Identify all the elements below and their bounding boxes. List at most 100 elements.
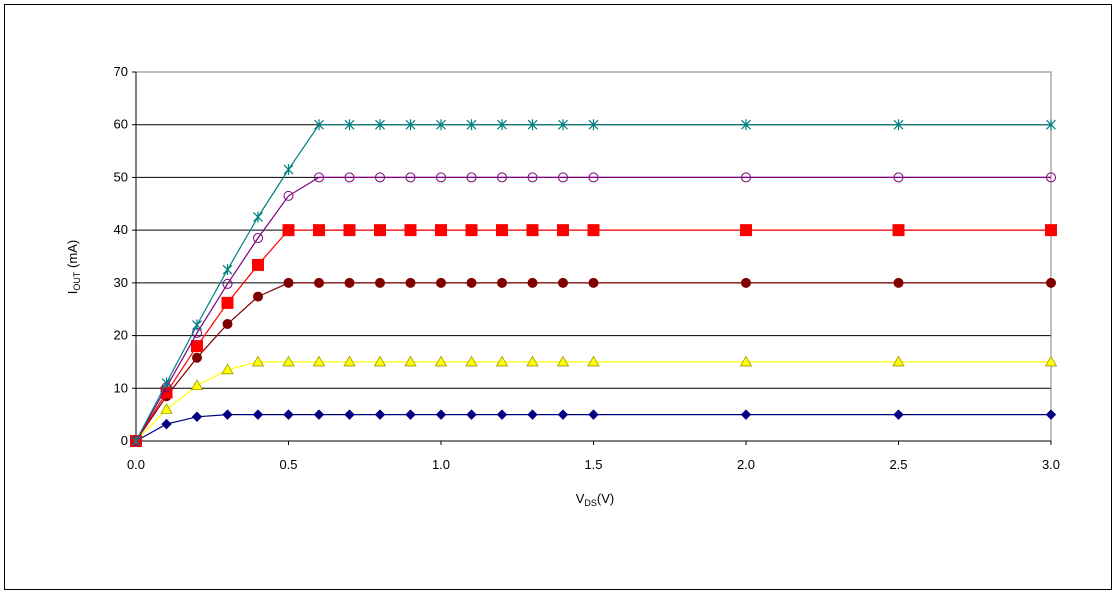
point-triangle-9 [404,355,417,367]
point-asterisk-7 [344,119,355,131]
point-open-circle-13 [527,172,538,183]
point-open-circle-7 [344,172,355,183]
point-diamond-18 [1045,409,1057,420]
point-triangle-12 [495,355,509,367]
point-asterisk-6 [314,119,324,131]
point-triangle-13 [526,355,539,367]
point-circle-8 [375,277,385,288]
y-tick-label-50: 50 [114,169,128,184]
point-circle-11 [466,277,477,288]
point-asterisk-15 [588,119,599,131]
point-circle-2 [192,352,202,363]
point-triangle-2 [190,379,204,391]
point-asterisk-16 [741,119,751,131]
point-diamond-11 [466,409,477,420]
point-square-9 [404,224,417,237]
point-triangle-7 [343,355,356,367]
point-square-10 [435,224,447,237]
point-diamond-2 [191,411,203,422]
point-square-7 [343,224,356,237]
y-tick-labels: 0 10 20 30 40 50 60 70 [114,64,128,448]
point-open-circle-14 [558,172,568,183]
point-diamond-1 [161,418,172,430]
x-tick-label-2.0: 2.0 [737,457,755,472]
x-axis-title-main: V [576,491,585,506]
point-open-circle-9 [405,172,416,183]
point-asterisk-17 [893,119,904,131]
series-diamond [130,409,1057,447]
point-square-12 [496,224,508,237]
point-diamond-16 [740,409,752,420]
point-asterisk-9 [405,119,416,131]
point-asterisk-4 [253,211,263,223]
point-square-17 [892,224,905,237]
point-circle-7 [344,277,355,288]
point-triangle-18 [1044,355,1058,367]
y-tick-label-40: 40 [114,222,128,237]
point-asterisk-18 [1046,119,1056,131]
y-axis-title-main: I [65,291,80,295]
point-triangle-5 [282,355,295,367]
point-circle-6 [314,277,324,288]
point-square-15 [587,224,600,237]
x-tick-label-3.0: 3.0 [1042,457,1060,472]
point-triangle-8 [373,355,387,367]
point-asterisk-10 [436,119,446,131]
x-axis-title-sub: DS [584,498,597,508]
point-asterisk-8 [375,119,385,131]
series-asterisk [131,119,1056,447]
point-diamond-9 [405,409,416,420]
y-tick-label-60: 60 [114,117,128,132]
point-asterisk-13 [527,119,538,131]
point-circle-10 [436,277,446,288]
series-line-triangle [135,361,1051,442]
y-tick-label-10: 10 [114,380,128,395]
point-diamond-5 [283,409,294,420]
x-axis-title-suffix: (V) [597,491,614,506]
point-square-8 [374,224,386,237]
point-circle-15 [588,277,599,288]
point-asterisk-11 [466,119,477,131]
point-diamond-17 [893,409,904,420]
x-tick-label-0.5: 0.5 [279,457,297,472]
series-line-open-circle [135,176,1051,442]
point-triangle-14 [556,355,570,367]
point-open-circle-18 [1046,172,1056,183]
point-diamond-14 [557,409,569,420]
point-open-circle-15 [588,172,599,183]
y-axis-title-suffix: (mA) [65,240,80,272]
y-tick-label-30: 30 [114,275,128,290]
iv-curve-chart: 0 10 20 30 40 50 60 70 0.0 0.5 1.0 1.5 2.0 2.5 3.0 IO… [65,64,1060,508]
data-series [129,119,1058,447]
series-open-circle [131,172,1056,446]
point-circle-4 [253,291,263,302]
point-asterisk-12 [497,119,507,131]
point-open-circle-17 [893,172,904,183]
point-square-2 [191,340,203,353]
point-diamond-13 [527,409,538,420]
y-tick-label-20: 20 [114,328,128,343]
point-circle-5 [283,277,294,288]
point-square-16 [740,224,752,237]
point-asterisk-14 [558,119,568,131]
point-diamond-10 [435,409,447,420]
point-square-11 [465,224,478,237]
x-tick-labels: 0.0 0.5 1.0 1.5 2.0 2.5 3.0 [127,457,1060,472]
point-square-14 [557,224,569,237]
point-diamond-6 [313,409,325,420]
point-circle-9 [405,277,416,288]
point-square-6 [313,224,325,237]
point-open-circle-6 [314,172,324,183]
point-asterisk-1 [161,377,172,389]
point-open-circle-11 [466,172,477,183]
point-asterisk-0 [131,435,141,447]
point-square-3 [221,296,234,309]
x-axis-title: VDS(V) [576,491,615,508]
x-tick-label-2.5: 2.5 [889,457,907,472]
point-triangle-4 [251,355,265,367]
point-asterisk-3 [222,264,233,276]
point-asterisk-2 [192,319,202,331]
point-circle-17 [893,277,904,288]
point-open-circle-3 [222,278,233,289]
point-triangle-15 [587,355,600,367]
